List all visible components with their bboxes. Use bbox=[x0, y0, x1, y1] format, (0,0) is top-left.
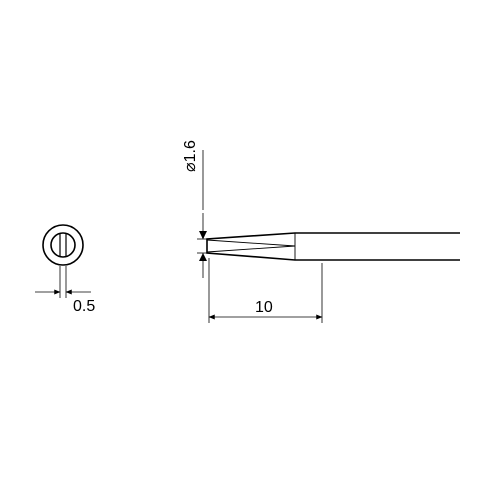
diameter-dimension: ⌀1.6 bbox=[182, 140, 209, 278]
ridge-bottom bbox=[207, 246, 295, 252]
length-label: 10 bbox=[255, 299, 273, 316]
inner-circle bbox=[51, 233, 75, 257]
front-view: 0.5 bbox=[35, 225, 95, 315]
technical-drawing: 0.5 ⌀1.6 10 bbox=[0, 0, 500, 500]
diameter-label: ⌀1.6 bbox=[182, 140, 199, 172]
ridge-top bbox=[207, 240, 295, 246]
tip-profile-outline bbox=[207, 233, 460, 260]
outer-circle bbox=[43, 225, 83, 265]
length-dimension: 10 bbox=[209, 258, 322, 323]
flat-width-label: 0.5 bbox=[73, 298, 95, 315]
side-view: ⌀1.6 10 bbox=[182, 140, 460, 323]
